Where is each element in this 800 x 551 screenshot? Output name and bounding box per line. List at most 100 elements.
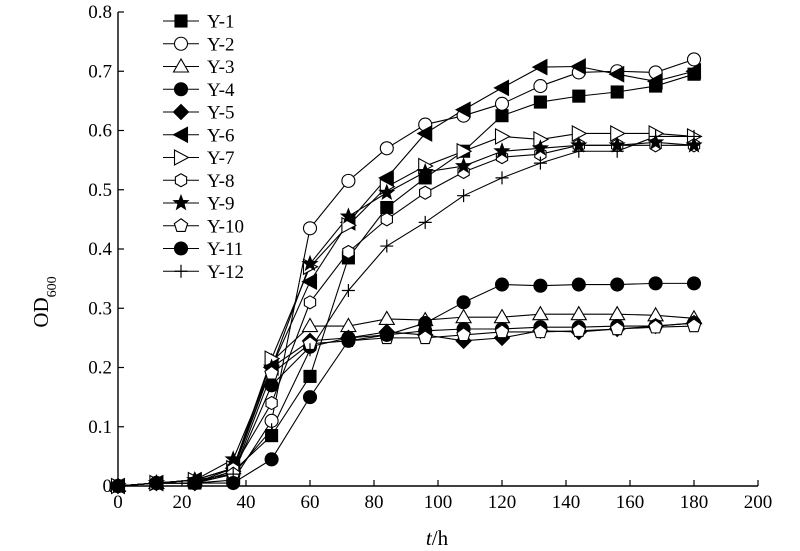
data-point-y-12 [265, 423, 279, 437]
data-point-y-9 [224, 450, 242, 467]
legend-marker [174, 264, 188, 278]
y-axis-title-base: OD [29, 297, 53, 327]
legend-marker [173, 82, 189, 97]
legend-item-y-6: Y-6 [163, 125, 234, 146]
x-tick-label: 120 [488, 492, 517, 513]
x-tick-label: 100 [424, 492, 453, 513]
data-point-y-1 [380, 200, 394, 215]
legend-item-y-3: Y-3 [163, 57, 234, 78]
data-point-y-9 [493, 142, 511, 159]
y-axis-title: OD600 [29, 276, 60, 327]
data-point-y-10 [609, 321, 625, 336]
data-point-y-9 [416, 162, 434, 180]
legend-label: Y-12 [207, 262, 244, 283]
data-point-y-11 [571, 277, 586, 292]
series-points-y-5 [109, 314, 703, 495]
series-points-y-7 [110, 125, 703, 495]
data-point-y-12 [303, 343, 317, 357]
y-tick-label: 0.4 [88, 239, 112, 260]
legend-item-y-10: Y-10 [163, 216, 244, 237]
data-point-y-12 [572, 144, 586, 158]
data-point-y-3 [570, 305, 588, 321]
data-point-y-11 [456, 295, 471, 310]
legend-label: Y-1 [207, 12, 234, 33]
data-point-y-3 [455, 308, 473, 324]
data-point-y-12 [149, 476, 163, 490]
y-tick-label: 0.6 [88, 121, 112, 142]
x-tick-label: 60 [301, 492, 320, 513]
data-point-y-12 [533, 156, 547, 170]
series-points-y-6 [109, 58, 702, 495]
data-point-y-2 [686, 52, 702, 67]
series-points-y-9 [109, 133, 703, 494]
data-point-y-6 [493, 79, 510, 97]
legend-label: Y-4 [207, 80, 235, 101]
series-line-y-7 [117, 132, 695, 487]
data-point-y-10 [571, 323, 587, 337]
data-point-y-10 [533, 324, 548, 339]
x-axis-title-unit: /h [432, 526, 449, 550]
data-point-y-3 [378, 310, 396, 325]
data-point-y-3 [531, 305, 549, 321]
legend-item-y-4: Y-4 [163, 80, 235, 101]
series-line-y-5 [117, 322, 695, 487]
data-point-y-2 [341, 173, 356, 188]
y-ticks: 0 0.1 0.2 0.3 0.4 0.5 0.6 0.7 0.8 [88, 2, 124, 497]
data-point-y-11 [302, 390, 318, 405]
y-tick-label: 0.3 [88, 298, 112, 319]
x-tick-label: 20 [173, 492, 192, 513]
data-point-y-7 [494, 128, 511, 145]
data-point-y-12 [649, 129, 663, 143]
series-points-y-12 [111, 129, 701, 493]
data-point-y-6 [570, 58, 586, 75]
x-axis-title-var: t [426, 526, 433, 550]
data-point-y-6 [301, 273, 318, 291]
data-point-y-11 [418, 316, 433, 331]
legend-marker [173, 36, 189, 51]
legend-marker [174, 173, 188, 188]
data-point-y-9 [685, 136, 703, 153]
series-points-y-4 [110, 316, 702, 494]
legend-item-y-12: Y-12 [163, 262, 244, 283]
data-point-y-4 [264, 378, 279, 393]
legend-item-y-7: Y-7 [163, 148, 234, 169]
legend-label: Y-11 [207, 239, 243, 260]
data-point-y-1 [495, 109, 509, 123]
y-tick-label: 0.2 [88, 358, 112, 379]
data-point-y-12 [610, 144, 624, 158]
data-point-y-10 [456, 327, 471, 342]
series-lines [117, 58, 695, 487]
data-point-y-11 [379, 327, 394, 342]
legend-item-y-8: Y-8 [163, 171, 234, 192]
data-point-y-11 [610, 277, 625, 292]
y-tick-label: 0.8 [88, 2, 112, 23]
data-point-y-12 [495, 171, 509, 185]
data-point-y-1 [533, 95, 547, 109]
axes: 0 20 40 60 80 100 120 140 160 180 200 0 0.1 0.2 0.3 0.… [88, 2, 772, 513]
legend-label: Y-2 [207, 34, 234, 55]
legend-item-y-1: Y-1 [163, 12, 234, 33]
data-point-y-3 [608, 305, 626, 321]
data-point-y-12 [457, 189, 471, 203]
data-point-y-10 [494, 324, 510, 339]
series-line-y-6 [117, 65, 695, 487]
data-point-y-6 [646, 72, 663, 90]
data-point-y-6 [685, 62, 702, 80]
y-tick-label: 0.7 [88, 61, 112, 82]
legend-item-y-11: Y-11 [163, 239, 243, 260]
data-point-y-3 [493, 308, 511, 324]
legend-marker [173, 149, 190, 166]
legend-item-y-5: Y-5 [163, 103, 234, 124]
x-tick-label: 80 [365, 492, 384, 513]
data-point-y-6 [531, 58, 548, 76]
series-points-y-2 [110, 52, 702, 494]
data-point-y-11 [341, 333, 356, 348]
x-ticks: 0 20 40 60 80 100 120 140 160 180 200 [113, 480, 772, 513]
data-point-y-9 [531, 139, 550, 156]
series-line-y-4 [117, 322, 695, 487]
data-point-y-10 [648, 319, 663, 334]
x-axis-title: t/h [426, 526, 449, 550]
legend-label: Y-9 [207, 194, 234, 215]
data-point-y-12 [188, 473, 202, 487]
